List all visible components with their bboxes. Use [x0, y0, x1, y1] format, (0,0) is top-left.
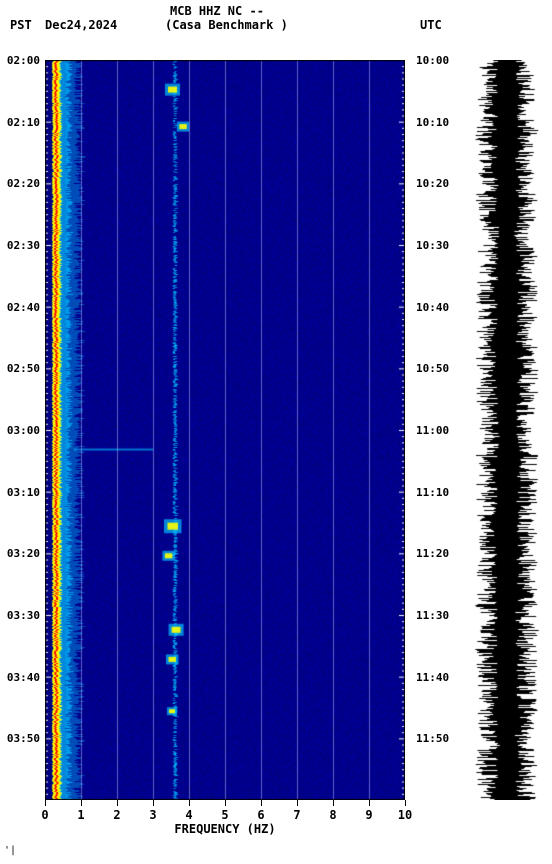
x-tick-label: 4: [185, 808, 192, 822]
x-tick: [261, 800, 262, 806]
waveform-canvas: [472, 60, 542, 800]
spectrogram-plot: [45, 60, 405, 800]
x-tick-label: 5: [221, 808, 228, 822]
x-tick: [81, 800, 82, 806]
right-time-label: 10:30: [416, 239, 449, 252]
frequency-axis-title: FREQUENCY (HZ): [174, 822, 275, 836]
left-time-label: 03:00: [7, 424, 40, 437]
left-time-label: 02:00: [7, 54, 40, 67]
left-time-label: 03:10: [7, 486, 40, 499]
left-time-label: 02:30: [7, 239, 40, 252]
right-time-label: 10:40: [416, 301, 449, 314]
right-time-label: 10:50: [416, 362, 449, 375]
right-time-label: 10:10: [416, 116, 449, 129]
x-tick: [405, 800, 406, 806]
right-time-axis: 10:0010:1010:2010:3010:4010:5011:0011:10…: [412, 60, 457, 800]
left-time-label: 03:50: [7, 732, 40, 745]
left-time-label: 02:40: [7, 301, 40, 314]
right-time-label: 11:20: [416, 547, 449, 560]
x-tick-label: 8: [329, 808, 336, 822]
left-time-label: 03:30: [7, 609, 40, 622]
right-time-label: 10:20: [416, 177, 449, 190]
left-time-label: 03:40: [7, 671, 40, 684]
x-tick-label: 10: [398, 808, 412, 822]
left-time-label: 03:20: [7, 547, 40, 560]
x-tick-label: 2: [113, 808, 120, 822]
left-time-label: 02:20: [7, 177, 40, 190]
right-time-label: 11:50: [416, 732, 449, 745]
x-tick: [189, 800, 190, 806]
x-tick: [333, 800, 334, 806]
x-tick-label: 7: [293, 808, 300, 822]
x-tick-label: 1: [77, 808, 84, 822]
right-time-label: 11:10: [416, 486, 449, 499]
left-time-label: 02:10: [7, 116, 40, 129]
x-tick-label: 3: [149, 808, 156, 822]
x-tick: [369, 800, 370, 806]
date-label: Dec24,2024: [45, 18, 117, 32]
waveform-plot: [472, 60, 542, 800]
x-tick: [297, 800, 298, 806]
site-name: (Casa Benchmark ): [165, 18, 288, 32]
right-time-label: 10:00: [416, 54, 449, 67]
right-time-label: 11:00: [416, 424, 449, 437]
x-tick-label: 9: [365, 808, 372, 822]
x-tick: [225, 800, 226, 806]
frequency-axis: FREQUENCY (HZ) 012345678910: [45, 800, 405, 840]
pst-label: PST: [10, 18, 32, 32]
utc-label: UTC: [420, 18, 442, 32]
right-time-label: 11:40: [416, 671, 449, 684]
x-tick: [45, 800, 46, 806]
x-tick-label: 6: [257, 808, 264, 822]
spectrogram-canvas: [45, 60, 405, 800]
footer-mark: '|: [4, 845, 16, 856]
right-time-label: 11:30: [416, 609, 449, 622]
left-time-axis: 02:0002:1002:2002:3002:4002:5003:0003:10…: [2, 60, 42, 800]
left-time-label: 02:50: [7, 362, 40, 375]
x-tick-label: 0: [41, 808, 48, 822]
station-code: MCB HHZ NC --: [170, 4, 264, 18]
x-tick: [117, 800, 118, 806]
x-tick: [153, 800, 154, 806]
